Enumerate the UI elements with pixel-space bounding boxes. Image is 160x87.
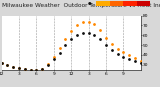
Text: ●: ●: [88, 2, 91, 6]
Text: Milwaukee Weather  Outdoor Temperature vs Heat Index  (24 Hours): Milwaukee Weather Outdoor Temperature vs…: [2, 3, 160, 8]
